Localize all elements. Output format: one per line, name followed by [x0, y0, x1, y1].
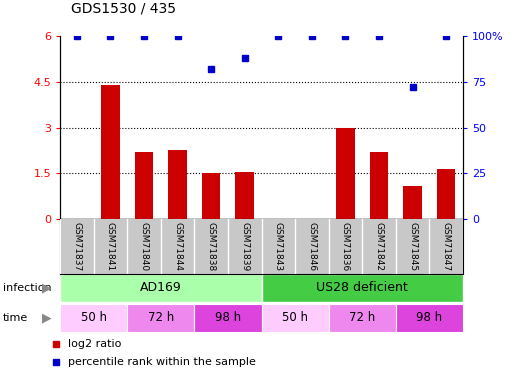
Text: GSM71837: GSM71837: [72, 222, 82, 272]
Bar: [336, 128, 355, 219]
Bar: [262, 274, 463, 302]
Text: infection: infection: [3, 283, 51, 293]
Text: GSM71840: GSM71840: [140, 222, 149, 271]
Bar: [135, 152, 153, 219]
Bar: [370, 152, 388, 219]
Text: 98 h: 98 h: [215, 311, 241, 324]
Text: ▶: ▶: [42, 281, 52, 294]
Text: 50 h: 50 h: [282, 311, 308, 324]
Bar: [396, 304, 463, 332]
Bar: [328, 304, 396, 332]
Text: GDS1530 / 435: GDS1530 / 435: [71, 1, 176, 15]
Text: US28 deficient: US28 deficient: [316, 281, 408, 294]
Bar: [403, 186, 422, 219]
Text: GSM71842: GSM71842: [374, 222, 383, 271]
Bar: [262, 304, 328, 332]
Text: time: time: [3, 313, 28, 323]
Text: GSM71839: GSM71839: [240, 222, 249, 272]
Text: 72 h: 72 h: [349, 311, 376, 324]
Text: GSM71836: GSM71836: [341, 222, 350, 272]
Bar: [127, 304, 195, 332]
Text: 98 h: 98 h: [416, 311, 442, 324]
Bar: [437, 169, 456, 219]
Bar: [168, 150, 187, 219]
Text: ▶: ▶: [42, 311, 52, 324]
Text: GSM71846: GSM71846: [308, 222, 316, 271]
Bar: [195, 304, 262, 332]
Bar: [60, 274, 262, 302]
Text: GSM71847: GSM71847: [441, 222, 451, 271]
Text: GSM71841: GSM71841: [106, 222, 115, 271]
Text: log2 ratio: log2 ratio: [68, 339, 121, 349]
Bar: [202, 173, 220, 219]
Text: AD169: AD169: [140, 281, 181, 294]
Text: GSM71838: GSM71838: [207, 222, 215, 272]
Text: GSM71844: GSM71844: [173, 222, 182, 271]
Bar: [101, 85, 120, 219]
Text: GSM71843: GSM71843: [274, 222, 283, 271]
Text: 50 h: 50 h: [81, 311, 107, 324]
Bar: [235, 172, 254, 219]
Text: GSM71845: GSM71845: [408, 222, 417, 271]
Bar: [60, 304, 127, 332]
Text: percentile rank within the sample: percentile rank within the sample: [68, 357, 256, 367]
Text: 72 h: 72 h: [147, 311, 174, 324]
